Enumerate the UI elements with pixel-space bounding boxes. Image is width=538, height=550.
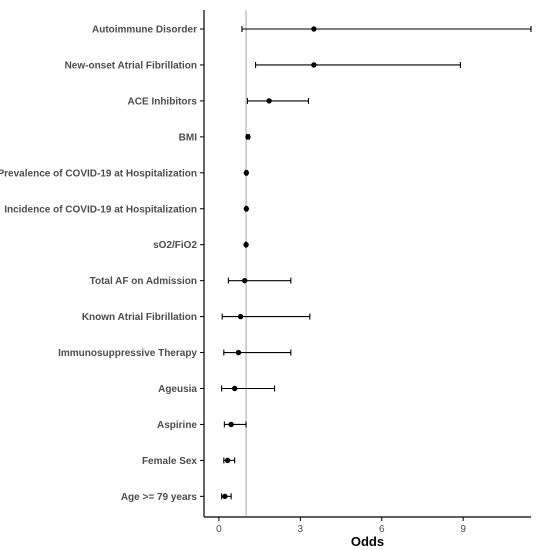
odds-point: [243, 170, 250, 176]
x-ticks: 0 3 6 9: [216, 517, 466, 535]
row-6: sO2/FiO2: [153, 240, 249, 251]
x-tick-label: 3: [298, 524, 304, 535]
row-label: Autoimmune Disorder: [92, 25, 197, 36]
odds-point: [243, 206, 250, 212]
row-label: ACE Inhibitors: [128, 96, 198, 107]
odds-point: [245, 134, 251, 140]
x-axis-title: Odds: [351, 534, 384, 549]
row-label: Female Sex: [142, 456, 197, 467]
row-12: Female Sex: [142, 456, 236, 467]
row-label: Aspirine: [157, 420, 197, 431]
odds-point: [243, 242, 249, 248]
odds-point: [224, 457, 231, 464]
odds-point: [231, 385, 238, 392]
odds-point: [222, 493, 228, 500]
row-label: sO2/FiO2: [153, 240, 197, 251]
rows-layer: Autoimmune Disorder New-onset Atrial Fibr…: [0, 25, 532, 503]
row-2: ACE Inhibitors: [128, 96, 310, 107]
x-tick-label: 0: [216, 524, 222, 535]
row-label: Prevalence of COVID-19 at Hospitalizatio…: [0, 168, 197, 179]
row-label: Known Atrial Fibrillation: [82, 312, 197, 323]
x-tick-label: 9: [460, 524, 466, 535]
row-label: Incidence of COVID-19 at Hospitalization: [4, 204, 197, 215]
odds-point: [242, 277, 248, 284]
row-label: BMI: [179, 132, 198, 143]
row-4: Prevalence of COVID-19 at Hospitalizatio…: [0, 168, 250, 179]
row-11: Aspirine: [157, 420, 247, 431]
row-8: Known Atrial Fibrillation: [82, 312, 311, 323]
row-1: New-onset Atrial Fibrillation: [65, 60, 461, 71]
row-9: Immunosuppressive Therapy: [58, 348, 292, 359]
row-7: Total AF on Admission: [90, 276, 292, 287]
row-label: Immunosuppressive Therapy: [58, 348, 197, 359]
row-13: Age >= 79 years: [121, 492, 232, 503]
row-0: Autoimmune Disorder: [92, 25, 532, 36]
odds-point: [311, 26, 317, 32]
row-5: Incidence of COVID-19 at Hospitalization: [4, 204, 250, 215]
row-label: Age >= 79 years: [121, 492, 198, 503]
odds-point: [228, 421, 234, 428]
row-3: BMI: [179, 132, 251, 143]
x-tick-label: 6: [379, 524, 385, 535]
odds-point: [237, 313, 244, 320]
axes-layer: [203, 10, 531, 518]
odds-point: [311, 62, 317, 68]
row-label: Ageusia: [158, 384, 197, 395]
row-10: Ageusia: [158, 384, 276, 395]
odds-point: [235, 349, 242, 356]
row-label: Total AF on Admission: [90, 276, 197, 287]
row-label: New-onset Atrial Fibrillation: [65, 60, 197, 71]
odds-point: [266, 98, 272, 104]
